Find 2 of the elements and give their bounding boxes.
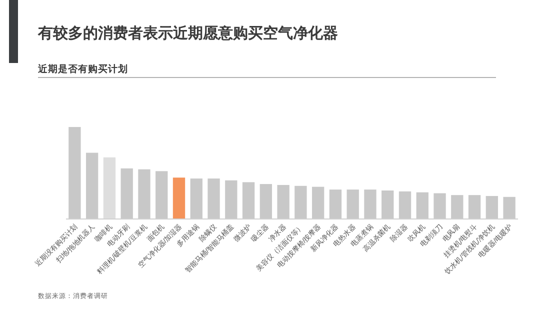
title: 有较多的消费者表示近期愿意购买空气净化器: [38, 25, 338, 42]
subtitle: 近期是否有购买计划: [38, 64, 128, 75]
